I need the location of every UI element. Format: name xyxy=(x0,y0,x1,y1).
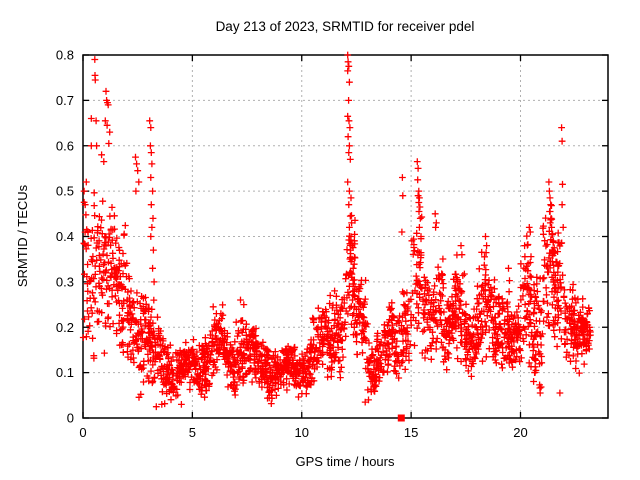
x-tick-label: 20 xyxy=(513,425,527,440)
y-tick-label: 0.6 xyxy=(56,138,74,153)
y-tick-label: 0 xyxy=(67,411,74,426)
x-tick-label: 15 xyxy=(404,425,418,440)
y-tick-label: 0.4 xyxy=(56,229,74,244)
x-tick-label: 5 xyxy=(189,425,196,440)
chart-title: Day 213 of 2023, SRMTID for receiver pde… xyxy=(216,19,475,34)
x-tick-label: 0 xyxy=(79,425,86,440)
y-tick-label: 0.5 xyxy=(56,184,74,199)
y-axis-label: SRMTID / TECUs xyxy=(15,184,30,287)
y-tick-label: 0.7 xyxy=(56,93,74,108)
y-tick-label: 0.8 xyxy=(56,48,74,63)
grid-lines xyxy=(83,55,608,418)
data-series-plus-markers xyxy=(79,51,594,411)
data-point-square-marker xyxy=(397,414,405,422)
tick-labels: 0 5 10 15 20 0 0.1 0.2 0.3 0.4 0.5 0.6 0.7 0.8 xyxy=(56,48,528,441)
x-axis-label: GPS time / hours xyxy=(296,454,395,469)
y-tick-label: 0.2 xyxy=(56,320,74,335)
y-tick-label: 0.3 xyxy=(56,274,74,289)
y-tick-label: 0.1 xyxy=(56,365,74,380)
x-tick-label: 10 xyxy=(295,425,309,440)
scatter-points xyxy=(79,51,594,422)
